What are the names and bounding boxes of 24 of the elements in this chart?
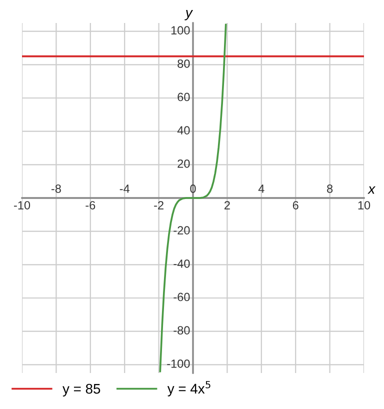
x-tick-label: -2 xyxy=(154,201,164,210)
x-axis-title: x xyxy=(368,186,376,194)
y-tick-label: -80 xyxy=(174,326,190,334)
x-tick-label: -10 xyxy=(14,201,30,210)
x-tick-label: 2 xyxy=(224,201,230,210)
y-tick-label: 60 xyxy=(178,92,190,102)
x2-tick-label: -4 xyxy=(120,184,130,193)
y-tick-label: 20 xyxy=(178,159,190,168)
x-tick-label: 6 xyxy=(292,201,298,210)
x-tick-label: -6 xyxy=(86,201,96,210)
y-tick-label: -20 xyxy=(174,226,190,234)
y-tick-label: -60 xyxy=(174,292,190,302)
y-tick-label: -100 xyxy=(167,359,190,368)
y-axis-title: y xyxy=(184,10,194,20)
legend-label: y = 4x$^{5}$ xyxy=(167,381,210,396)
x2-tick-label: -8 xyxy=(51,184,61,193)
x-tick-label: 10 xyxy=(358,201,370,210)
x2-tick-label: 8 xyxy=(327,184,333,193)
y-tick-label: 40 xyxy=(177,126,190,134)
y-tick-label: -40 xyxy=(174,259,190,268)
y-tick-label: 100 xyxy=(171,26,190,34)
x2-tick-label: 4 xyxy=(258,184,264,193)
y-tick-label: 80 xyxy=(178,59,190,68)
legend-label: y = 85 xyxy=(62,384,100,396)
